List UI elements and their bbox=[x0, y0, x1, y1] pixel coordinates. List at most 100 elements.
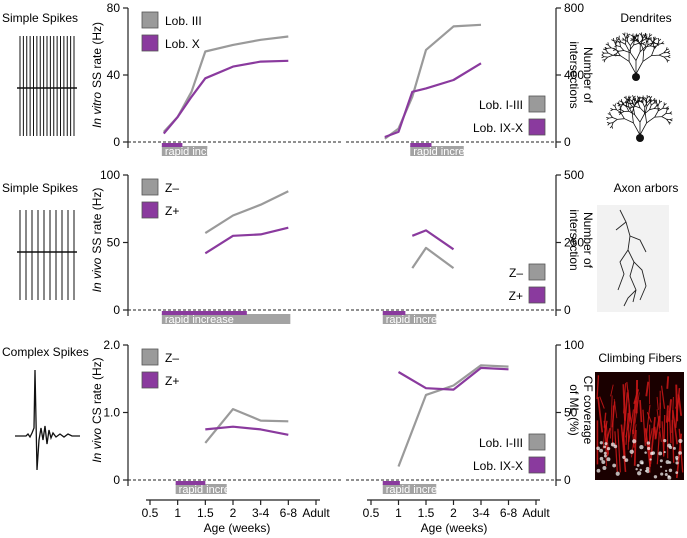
legend: Lob. I-III Lob. IX-X bbox=[473, 95, 546, 136]
rapid-increase-label: rapid increase bbox=[413, 146, 482, 158]
y-tick-label: 0 bbox=[113, 473, 120, 487]
row1-left-ylabel: In vitroSS rate (Hz) bbox=[90, 22, 104, 128]
x-tick-label: 2 bbox=[450, 506, 457, 520]
climbing-fiber bbox=[605, 427, 611, 445]
cell-dot bbox=[637, 471, 642, 476]
cell-dot bbox=[599, 448, 604, 453]
series-line-Lob. I-III bbox=[384, 23, 482, 140]
row1-right-ylabel-1: Number of bbox=[581, 47, 595, 104]
rapid-increase-bar-purple bbox=[382, 481, 400, 485]
series-line-Z+ bbox=[411, 229, 455, 251]
chart-panels: 0 40 80 rapid increase Lob. III Lob. X 0 400 800… bbox=[100, 1, 584, 520]
climbing-fiber bbox=[667, 399, 673, 422]
axon-branches bbox=[615, 209, 647, 307]
climbing-fiber bbox=[639, 399, 643, 423]
climbing-fiber bbox=[671, 420, 675, 463]
climbing-fiber bbox=[648, 375, 651, 405]
cell-dot bbox=[665, 460, 670, 465]
climbing-fiber bbox=[671, 396, 674, 433]
row3-left-ylabel: In vivoCS rate (Hz) bbox=[90, 357, 104, 462]
climbing-fiber bbox=[632, 400, 637, 435]
climbing-fiber bbox=[660, 385, 666, 409]
legend-swatch bbox=[528, 118, 546, 136]
panel-C-right: 0 50 100 rapid increase 0.5 1 1.5 2 3-4 6-8 Adult L… bbox=[346, 338, 584, 520]
x-tick-label: 6-8 bbox=[500, 506, 518, 520]
y-tick-label: 40 bbox=[107, 68, 121, 82]
legend-label: Z+ bbox=[509, 289, 523, 303]
cell-dot bbox=[659, 459, 663, 463]
axon-arbors-label: Axon arbors bbox=[614, 181, 679, 195]
rapid-increase-bar bbox=[382, 484, 437, 494]
climbing-fiber bbox=[625, 413, 629, 445]
legend: Lob. I-III Lob. IX-X bbox=[473, 433, 546, 474]
climbing-fiber bbox=[653, 426, 657, 439]
y-tick-label: 0 bbox=[564, 135, 571, 149]
cell-dot bbox=[678, 438, 683, 444]
cell-dot bbox=[664, 472, 668, 476]
cell-dot bbox=[651, 451, 656, 455]
rapid-increase-bar-purple bbox=[161, 143, 183, 147]
x-tick-label: 3-4 bbox=[472, 506, 490, 520]
climbing-fiber bbox=[677, 394, 683, 416]
cell-dot bbox=[601, 460, 606, 464]
cell-dot bbox=[603, 451, 607, 455]
row1-side-label: Simple Spikes bbox=[2, 11, 78, 25]
xlabel-right: Age (weeks) bbox=[421, 521, 488, 535]
climbing-fiber bbox=[625, 417, 631, 438]
legend: Z– Z+ bbox=[141, 348, 179, 389]
row3-right-ylabel-2: of ML (%) bbox=[567, 384, 581, 436]
trace-row1 bbox=[17, 36, 77, 136]
cell-dot bbox=[610, 442, 615, 447]
row2-right-ylabel-1: Number of bbox=[581, 212, 595, 269]
climbing-fiber bbox=[597, 396, 604, 433]
legend: Lob. III Lob. X bbox=[141, 11, 202, 52]
y-tick-label: 80 bbox=[107, 1, 121, 15]
legend-swatch bbox=[141, 371, 159, 389]
legend-swatch bbox=[141, 11, 159, 29]
cell-dot bbox=[624, 458, 629, 462]
climbing-fiber bbox=[614, 431, 618, 473]
dendrite-image-1 bbox=[601, 32, 671, 81]
cell-dot bbox=[596, 468, 601, 473]
y-tick-label: 250 bbox=[564, 236, 584, 250]
x-tick-label: 0.5 bbox=[142, 506, 159, 520]
x-tick-label: 0.5 bbox=[363, 506, 380, 520]
dendrite-branches bbox=[601, 32, 671, 75]
cell-dot bbox=[644, 451, 647, 454]
cell-dot bbox=[615, 471, 620, 476]
y-tick-label: 2.0 bbox=[103, 338, 120, 352]
cell-dot bbox=[647, 446, 651, 451]
rapid-increase-bar bbox=[410, 146, 464, 156]
legend-swatch bbox=[141, 201, 159, 219]
climbing-fiber bbox=[656, 431, 660, 465]
cell-dot bbox=[649, 458, 652, 461]
y-tick-label: 0 bbox=[564, 303, 571, 317]
rapid-increase-label: rapid increase bbox=[386, 314, 455, 326]
trace-row2 bbox=[17, 210, 77, 300]
rapid-increase-label: rapid increase bbox=[386, 484, 455, 496]
cell-dot bbox=[602, 466, 607, 470]
climbing-fiber bbox=[649, 416, 656, 465]
cell-dot bbox=[639, 460, 644, 465]
series-line-Z– bbox=[204, 408, 289, 444]
legend-swatch bbox=[528, 95, 546, 113]
x-tick-label: 1 bbox=[174, 506, 181, 520]
panel-C-left: 0 1.0 2.0 rapid increase 0.5 1 1.5 2 3-4 6-8 Adult… bbox=[103, 338, 341, 520]
legend-swatch bbox=[141, 34, 159, 52]
rapid-increase-bar bbox=[161, 146, 208, 156]
legend-label: Z+ bbox=[165, 374, 179, 388]
climbing-fiber bbox=[599, 396, 605, 409]
climbing-fiber bbox=[642, 409, 646, 446]
row3-side-label: Complex Spikes bbox=[2, 345, 89, 359]
x-tick-label: 1 bbox=[395, 506, 402, 520]
rapid-increase-bar-purple bbox=[410, 143, 432, 147]
cell-dot bbox=[639, 444, 644, 450]
x-tick-label: Adult bbox=[302, 506, 330, 520]
legend-swatch bbox=[528, 263, 546, 281]
rapid-increase-bar bbox=[382, 314, 437, 324]
climbing-fiber bbox=[645, 381, 650, 397]
legend-swatch bbox=[528, 286, 546, 304]
panel-A-right: 0 400 800 rapid increase Lob. I-III Lob. IX-X bbox=[346, 1, 584, 158]
climbing-fiber-image bbox=[595, 372, 684, 480]
cell-dot bbox=[672, 446, 676, 450]
